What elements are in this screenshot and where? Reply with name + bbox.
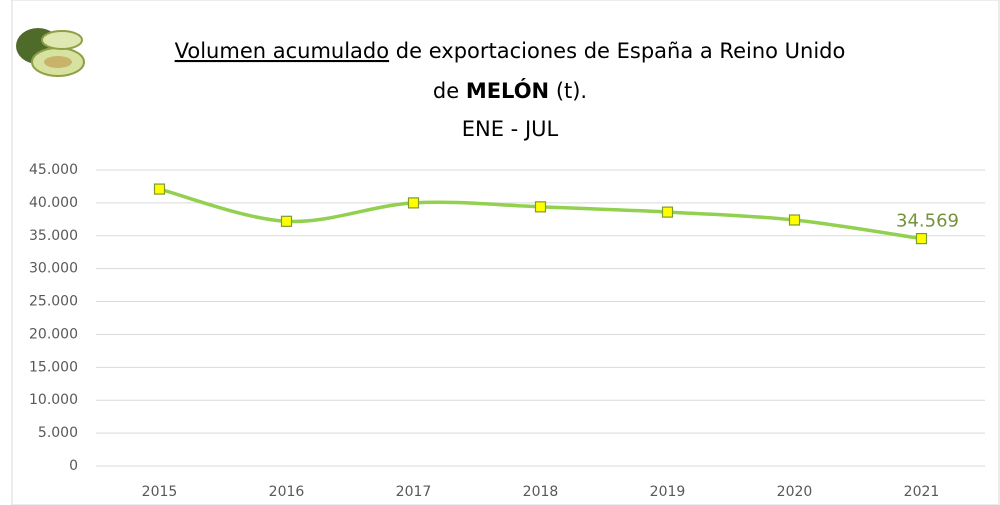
title-part: Volumen acumulado xyxy=(175,39,389,63)
x-tick-label: 2021 xyxy=(904,484,940,500)
marker xyxy=(282,216,292,226)
y-tick-label: 30.000 xyxy=(29,261,78,277)
chart-title: Volumen acumulado de exportaciones de Es… xyxy=(175,39,846,63)
title-part: de xyxy=(433,79,459,103)
y-tick-label: 25.000 xyxy=(29,294,78,310)
marker xyxy=(790,215,800,225)
data-label: 34.569 xyxy=(896,211,959,232)
y-tick-label: 45.000 xyxy=(29,162,78,178)
marker xyxy=(917,234,927,244)
y-tick-label: 40.000 xyxy=(29,195,78,211)
y-tick-label: 10.000 xyxy=(29,392,78,408)
y-tick-label: 35.000 xyxy=(29,228,78,244)
marker xyxy=(155,184,165,194)
y-tick-label: 15.000 xyxy=(29,359,78,375)
marker xyxy=(409,198,419,208)
chart-border xyxy=(12,0,999,505)
marker xyxy=(536,202,546,212)
x-tick-label: 2017 xyxy=(396,484,432,500)
x-tick-label: 2015 xyxy=(142,484,178,500)
title-part: MELÓN xyxy=(466,78,549,103)
x-tick-label: 2016 xyxy=(269,484,305,500)
x-tick-label: 2019 xyxy=(650,484,686,500)
y-tick-label: 5.000 xyxy=(38,425,78,441)
chart-title: de MELÓN (t). xyxy=(433,78,587,103)
title-part: de exportaciones de España a Reino Unido xyxy=(396,39,846,63)
chart: Volumen acumulado de exportaciones de Es… xyxy=(0,0,1000,505)
chart-subtitle: ENE - JUL xyxy=(462,117,559,141)
x-tick-label: 2020 xyxy=(777,484,813,500)
x-tick-label: 2018 xyxy=(523,484,559,500)
y-tick-label: 20.000 xyxy=(29,326,78,342)
y-tick-label: 0 xyxy=(69,458,78,474)
title-part: (t). xyxy=(556,79,587,103)
marker xyxy=(663,207,673,217)
